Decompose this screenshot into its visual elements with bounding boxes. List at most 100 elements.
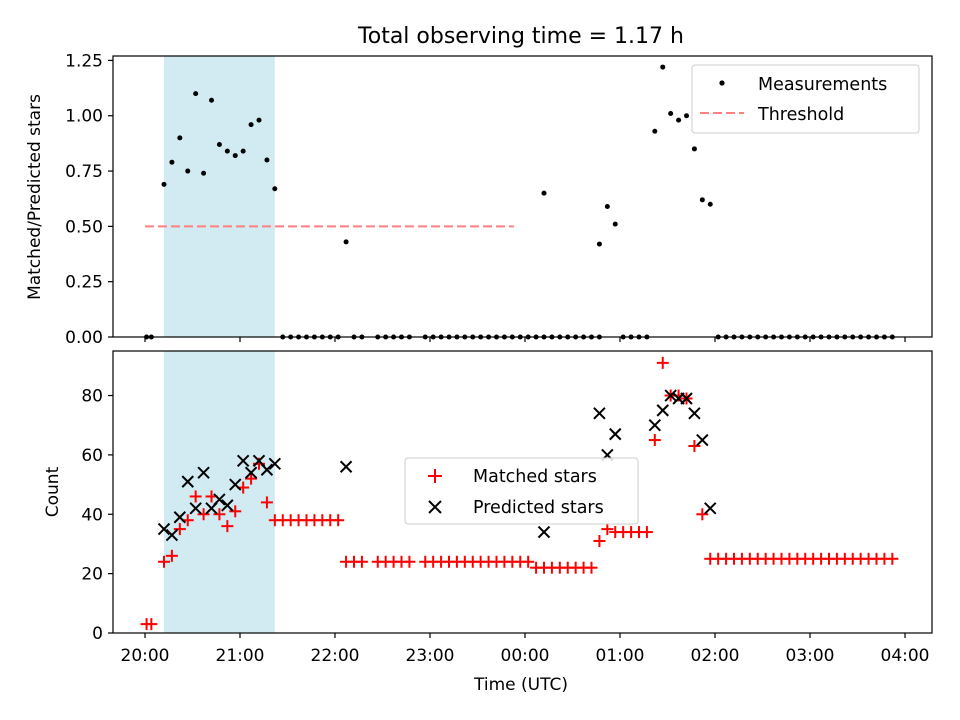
- measurement-point: [652, 128, 658, 134]
- x-tick-label: 00:00: [501, 646, 550, 666]
- matched-star-point: [640, 526, 653, 539]
- bottom-marks: [140, 356, 899, 631]
- top-y-tick-label: 0.25: [65, 273, 103, 293]
- x-tick-label: 21:00: [216, 646, 265, 666]
- measurement-point: [596, 241, 602, 247]
- measurement-point: [676, 117, 682, 123]
- x-tick-label: 01:00: [596, 646, 645, 666]
- bottom-legend: Matched stars Predicted stars: [404, 457, 639, 525]
- x-tick-label: 23:00: [406, 646, 455, 666]
- predicted-star-point: [609, 427, 622, 441]
- matched-star-point: [213, 508, 226, 521]
- predicted-star-point: [648, 419, 662, 432]
- measurement-point: [272, 186, 278, 192]
- predicted-star-point: [680, 392, 693, 405]
- matched-star-point: [145, 618, 158, 631]
- predicted-star-point: [339, 460, 353, 473]
- legend-matched-marker: [428, 469, 442, 483]
- matched-star-point: [245, 472, 258, 485]
- bottom-y-tick-label: 40: [81, 505, 103, 525]
- predicted-star-point: [260, 463, 274, 476]
- bottom-y-tick-label: 0: [92, 624, 103, 644]
- predicted-star-point: [157, 522, 171, 536]
- chart-title: Total observing time = 1.17 h: [357, 24, 684, 49]
- x-tick-label: 04:00: [881, 646, 930, 666]
- top-shaded-region: [164, 56, 275, 337]
- matched-star-point: [197, 508, 210, 521]
- matched-star-point: [173, 523, 186, 536]
- predicted-star-point: [181, 475, 194, 488]
- measurement-point: [193, 91, 199, 97]
- matched-star-point: [585, 561, 598, 574]
- matched-star-point: [601, 523, 614, 536]
- top-panel: 0.00 0.25 0.50 0.75 1.00 1.25 Matched/Predict…: [25, 51, 933, 348]
- predicted-star-point: [229, 478, 242, 491]
- legend-measurements-label: Measurements: [758, 75, 887, 95]
- measurement-point: [201, 170, 207, 176]
- predicted-star-point: [704, 502, 717, 515]
- x-tick-label: 03:00: [786, 646, 835, 666]
- predicted-star-point: [197, 466, 210, 479]
- top-legend-box: [691, 64, 920, 134]
- matched-star-point: [332, 514, 345, 527]
- measurement-point: [660, 64, 666, 70]
- measurement-point: [216, 142, 222, 148]
- legend-threshold-label: Threshold: [757, 105, 844, 125]
- predicted-star-point: [213, 493, 226, 506]
- predicted-star-point: [165, 528, 179, 542]
- bottom-y-tick-label: 80: [81, 387, 103, 407]
- predicted-star-point: [696, 433, 709, 447]
- matched-star-point: [688, 439, 701, 452]
- measurement-point: [177, 135, 183, 141]
- matched-star-point: [522, 555, 535, 568]
- predicted-star-point: [236, 454, 250, 468]
- matched-star-point: [656, 356, 669, 369]
- measurement-point: [224, 148, 230, 154]
- bottom-shaded-region: [164, 351, 275, 633]
- matched-star-point: [189, 490, 202, 503]
- predicted-star-point: [189, 502, 202, 515]
- matched-star-point: [165, 549, 178, 562]
- predicted-star-point: [221, 499, 234, 512]
- measurement-point: [169, 159, 175, 165]
- predicted-star-point: [244, 466, 258, 479]
- measurement-point: [691, 146, 697, 152]
- top-y-tick-label: 0.00: [65, 328, 103, 348]
- matched-star-point: [403, 555, 416, 568]
- legend-measurements-marker: [719, 80, 725, 86]
- bottom-y-tick-label: 20: [81, 565, 103, 585]
- bottom-legend-box: [404, 457, 639, 525]
- predicted-star-point: [537, 525, 551, 539]
- bottom-axes: 20:00 21:00 22:00 23:00 00:00 01:00 02:00 03:00…: [81, 387, 929, 666]
- bottom-y-tick-label: 60: [81, 446, 103, 466]
- matched-star-point: [696, 508, 709, 521]
- measurement-point: [161, 181, 167, 187]
- measurement-point: [541, 190, 547, 196]
- measurement-point: [707, 201, 713, 207]
- x-axis-label: Time (UTC): [473, 675, 568, 695]
- measurement-point: [248, 122, 254, 128]
- measurement-point: [232, 153, 238, 159]
- predicted-star-point: [664, 389, 677, 402]
- measurement-point: [185, 168, 191, 174]
- predicted-star-point: [173, 511, 187, 524]
- top-y-tick-label: 1.00: [65, 107, 103, 127]
- matched-star-point: [648, 434, 661, 447]
- x-tick-label: 02:00: [691, 646, 740, 666]
- matched-star-point: [593, 534, 606, 547]
- x-tick-label: 20:00: [121, 646, 170, 666]
- measurement-point: [343, 239, 349, 245]
- matched-star-point: [158, 555, 170, 568]
- measurement-point: [684, 113, 689, 119]
- top-y-tick-label: 1.25: [65, 51, 103, 71]
- predicted-star-point: [268, 457, 282, 471]
- measurement-point: [604, 203, 610, 209]
- legend-predicted-label: Predicted stars: [473, 498, 604, 518]
- predicted-star-point: [593, 407, 606, 420]
- measurement-point: [699, 197, 705, 203]
- matched-star-point: [355, 555, 368, 568]
- bottom-panel: 20:00 21:00 22:00 23:00 00:00 01:00 02:00 03:00…: [43, 350, 933, 695]
- predicted-star-point: [688, 407, 701, 420]
- measurement-point: [256, 117, 262, 123]
